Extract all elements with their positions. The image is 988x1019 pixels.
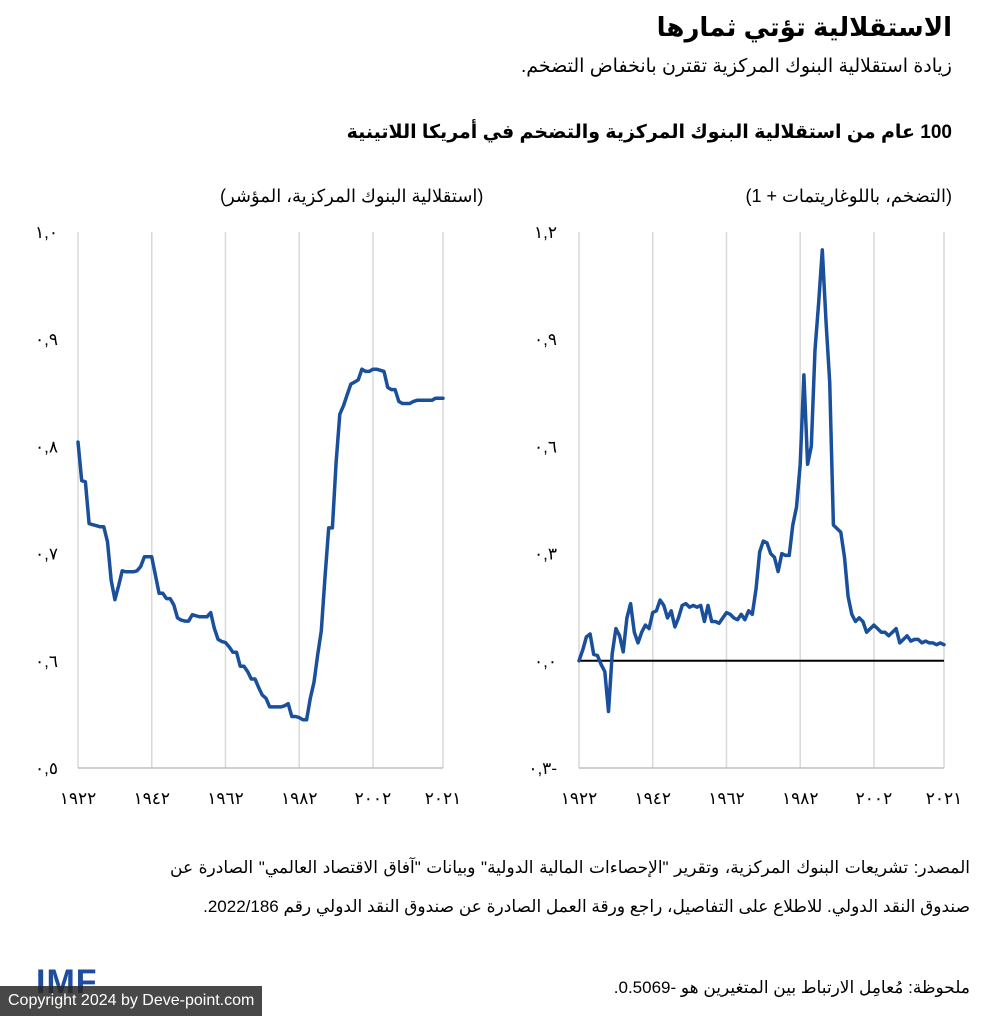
cbi-x-tick-label: ١٩٦٢ [207, 789, 244, 808]
inflation-x-tick-label: ١٩٤٢ [634, 789, 671, 808]
cbi-x-tick-label: ٢٠٠٢ [355, 789, 392, 808]
chart-heading: 100 عام من استقلالية البنوك المركزية وال… [346, 122, 952, 143]
copyright-watermark: Copyright 2024 by Deve-point.com [0, 986, 263, 1016]
cbi-y-tick-label: ٠,٥ [35, 759, 58, 778]
left-chart-ylabel: (استقلالية البنوك المركزية، المؤشر) [220, 186, 484, 206]
source-note: المصدر: تشريعات البنوك المركزية، وتقرير … [170, 858, 970, 916]
charts-canvas: ٠,٥ ٠,٦ ٠,٧ ٠,٨ ٠,٩ ١,٠ ١٩٢٢ ١٩٤٢ ١٩٦٢ ١٩٨٢ ٢٠٠٢ ٢٠… [35, 223, 962, 808]
cbi-series-line [76, 367, 445, 722]
inflation-y-tick-label: ١,٢ [534, 223, 557, 242]
cbi-chart: ٠,٥ ٠,٦ ٠,٧ ٠,٨ ٠,٩ ١,٠ ١٩٢٢ ١٩٤٢ ١٩٦٢ ١٩٨٢ ٢٠٠٢ ٢٠… [35, 223, 461, 808]
right-chart-ylabel: (التضخم، باللوغاريتمات + 1) [745, 186, 952, 206]
cbi-x-tick-label: ٢٠٢١ [425, 789, 462, 808]
cbi-y-tick-label: ١,٠ [35, 223, 58, 242]
inflation-series-line [577, 248, 946, 714]
page-subtitle: زيادة استقلالية البنوك المركزية تقترن با… [520, 56, 952, 77]
inflation-x-tick-label: ٢٠٠٢ [856, 789, 893, 808]
inflation-y-tick-label: ٠,٣- [528, 759, 557, 778]
inflation-x-tick-label: ١٩٦٢ [708, 789, 745, 808]
cbi-x-tick-label: ١٩٤٢ [133, 789, 170, 808]
inflation-x-tick-label: ١٩٢٢ [561, 789, 598, 808]
inflation-x-tick-label: ٢٠٢١ [926, 789, 963, 808]
cbi-y-tick-label: ٠,٩ [35, 330, 58, 349]
cbi-y-tick-label: ٠,٦ [35, 652, 58, 671]
inflation-y-tick-label: ٠,٣ [534, 545, 557, 564]
page-title: الاستقلالية تؤتي ثمارها [656, 12, 952, 42]
inflation-chart: ٠,٣- ٠,٠ ٠,٣ ٠,٦ ٠,٩ ١,٢ ١٩٢٢ ١٩٤٢ ١٩٦٢ ١٩٨٢ ٢٠٠٢ ٢… [528, 223, 962, 808]
cbi-y-tick-label: ٠,٧ [35, 545, 58, 564]
inflation-y-tick-label: ٠,٦ [534, 437, 557, 456]
cbi-x-tick-label: ١٩٢٢ [60, 789, 97, 808]
cbi-y-tick-label: ٠,٨ [35, 437, 58, 456]
inflation-y-tick-label: ٠,٩ [534, 330, 557, 349]
inflation-x-tick-label: ١٩٨٢ [782, 789, 819, 808]
inflation-y-tick-label: ٠,٠ [534, 652, 557, 671]
correlation-note: ملحوظة: مُعامِل الارتباط بين المتغيرين ه… [613, 978, 970, 997]
cbi-x-tick-label: ١٩٨٢ [281, 789, 318, 808]
